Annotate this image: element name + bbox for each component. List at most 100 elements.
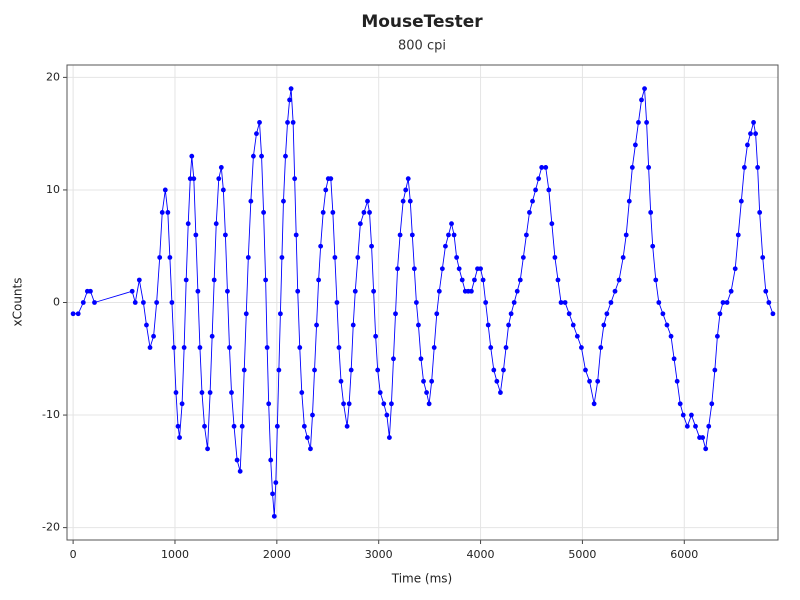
data-point — [308, 446, 313, 452]
x-tick-label: 0 — [70, 548, 77, 561]
data-point — [689, 412, 694, 418]
data-point — [202, 423, 207, 429]
data-point — [717, 311, 723, 317]
data-point — [338, 378, 344, 384]
data-point — [332, 255, 338, 260]
data-point — [330, 210, 336, 215]
data-point — [197, 345, 203, 350]
data-point — [741, 165, 747, 170]
data-point — [671, 356, 677, 362]
data-point — [195, 288, 201, 294]
data-point — [426, 401, 432, 407]
data-point — [546, 187, 552, 193]
data-point — [357, 221, 363, 227]
data-point — [199, 390, 205, 395]
data-point — [732, 266, 738, 272]
data-point — [714, 333, 720, 339]
data-point — [287, 97, 292, 103]
data-point — [167, 255, 173, 260]
data-point — [157, 255, 163, 260]
data-point — [755, 165, 761, 170]
data-point — [632, 142, 638, 148]
y-tick-label: -20 — [42, 521, 60, 534]
data-point — [290, 120, 296, 125]
data-point — [674, 378, 680, 384]
data-point — [248, 198, 254, 204]
data-point — [393, 311, 398, 317]
data-point — [527, 210, 532, 215]
data-point — [709, 401, 715, 407]
data-point — [511, 300, 517, 305]
data-point — [646, 165, 652, 170]
data-point — [543, 165, 549, 170]
data-point — [566, 311, 572, 317]
data-point — [703, 446, 709, 452]
data-point — [648, 210, 654, 215]
data-point — [257, 120, 262, 125]
data-point — [751, 120, 756, 125]
data-point — [439, 266, 445, 272]
data-point — [574, 333, 580, 339]
data-point — [488, 345, 494, 350]
data-point — [591, 401, 597, 407]
data-point — [276, 367, 282, 373]
data-point — [436, 288, 442, 294]
data-point — [498, 390, 503, 395]
data-point — [225, 288, 230, 294]
data-point — [760, 255, 766, 260]
data-point — [293, 232, 299, 238]
data-point — [523, 232, 529, 238]
data-point — [80, 300, 86, 305]
data-point — [514, 288, 520, 294]
data-point — [660, 311, 666, 317]
data-point — [508, 311, 514, 317]
data-point — [530, 198, 535, 204]
chart-subtitle: 800 cpi — [398, 39, 446, 54]
data-point — [336, 345, 342, 350]
data-point — [642, 86, 647, 92]
data-point — [712, 367, 718, 373]
data-point — [539, 165, 545, 170]
data-point — [434, 311, 440, 317]
data-point — [506, 322, 511, 328]
x-tick-label: 3000 — [365, 548, 393, 561]
data-point — [485, 322, 491, 328]
data-point — [373, 333, 379, 339]
data-point — [297, 345, 303, 350]
data-point — [179, 401, 185, 407]
data-point — [409, 232, 415, 238]
data-point — [598, 345, 604, 350]
data-point — [216, 176, 222, 182]
data-point — [728, 288, 734, 294]
data-point — [693, 423, 698, 429]
data-point — [558, 300, 564, 305]
data-point — [334, 300, 340, 305]
data-point — [536, 176, 542, 182]
data-point — [88, 288, 93, 294]
data-point — [254, 131, 259, 137]
data-point — [579, 345, 584, 350]
data-point — [369, 243, 374, 249]
data-point — [136, 277, 142, 283]
data-point — [700, 435, 706, 440]
data-point — [391, 356, 396, 362]
data-point — [261, 210, 266, 215]
data-point — [520, 255, 526, 260]
data-point — [299, 390, 305, 395]
data-point — [75, 311, 81, 317]
data-point — [413, 300, 419, 305]
data-point — [745, 142, 750, 148]
data-point — [620, 255, 626, 260]
data-point — [403, 187, 409, 193]
data-point — [365, 198, 370, 204]
data-point — [552, 255, 558, 260]
data-point — [478, 266, 483, 272]
data-point — [468, 288, 474, 294]
data-point — [738, 198, 744, 204]
data-point — [344, 423, 350, 429]
data-point — [416, 322, 421, 328]
y-axis-label: xCounts — [11, 278, 25, 327]
data-point — [304, 435, 310, 440]
data-point — [616, 277, 622, 283]
data-point — [483, 300, 489, 305]
